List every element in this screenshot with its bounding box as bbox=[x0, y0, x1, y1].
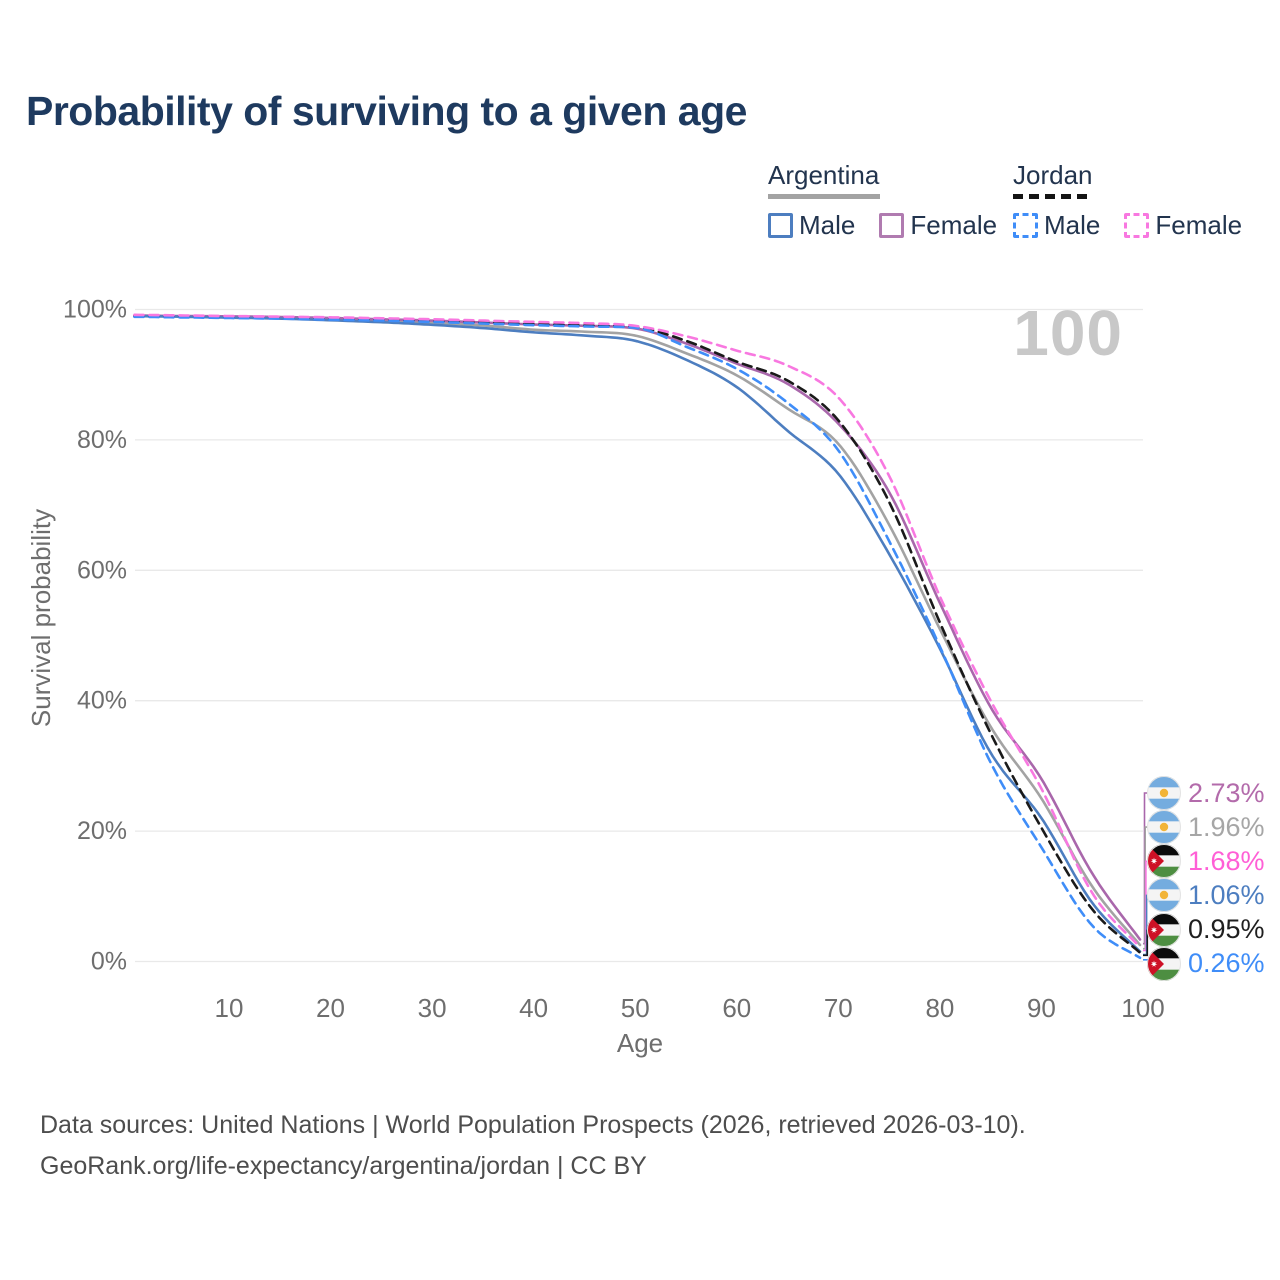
argentina-flag-icon bbox=[1147, 810, 1181, 844]
y-axis-title: Survival probability bbox=[26, 509, 56, 727]
legend-underline-jordan bbox=[1013, 194, 1093, 199]
x-tick-label: 90 bbox=[1027, 993, 1056, 1023]
end-label-value: 1.68% bbox=[1188, 845, 1265, 876]
legend-item-jordan-male[interactable]: Male bbox=[1013, 210, 1100, 241]
end-label-row: 2.73% bbox=[1147, 776, 1265, 810]
legend-item-label: Male bbox=[1044, 210, 1101, 240]
series-line-argentina-female[interactable] bbox=[133, 314, 1142, 941]
series-line-jordan-female[interactable] bbox=[133, 313, 1142, 949]
x-tick-label: 100 bbox=[1121, 993, 1164, 1023]
legend-group-jordan: Jordan Male Female bbox=[1013, 160, 1242, 241]
y-tick-label: 80% bbox=[77, 426, 127, 454]
legend-country-argentina[interactable]: Argentina bbox=[768, 160, 880, 190]
legend-item-argentina-male[interactable]: Male bbox=[768, 210, 855, 241]
end-label-value: 2.73% bbox=[1188, 777, 1265, 808]
checkbox-argentina-male-icon[interactable] bbox=[768, 213, 793, 238]
end-label-row: 0.95% bbox=[1147, 913, 1265, 947]
end-label-value: 1.06% bbox=[1188, 879, 1265, 910]
argentina-flag-icon bbox=[1147, 776, 1181, 810]
x-tick-label: 60 bbox=[722, 993, 751, 1023]
x-axis-title: Age bbox=[617, 1028, 663, 1058]
legend-item-argentina-female[interactable]: Female bbox=[879, 210, 997, 241]
series-line-jordan-both-sexes[interactable] bbox=[133, 314, 1142, 954]
checkbox-jordan-female-icon[interactable] bbox=[1124, 213, 1150, 238]
end-label-value: 1.96% bbox=[1188, 811, 1265, 842]
x-tick-label: 70 bbox=[824, 993, 853, 1023]
x-tick-label: 50 bbox=[621, 993, 650, 1023]
legend-item-label: Female bbox=[1155, 210, 1243, 240]
footer-url-line: GeoRank.org/life-expectancy/argentina/jo… bbox=[40, 1152, 647, 1180]
y-tick-label: 100% bbox=[63, 296, 127, 324]
checkbox-jordan-male-icon[interactable] bbox=[1013, 213, 1038, 238]
legend-item-label: Male bbox=[799, 210, 856, 240]
legend-underline-argentina bbox=[768, 194, 880, 199]
legend-group-argentina: Argentina Male Female bbox=[768, 160, 997, 241]
end-label-row: 1.06% bbox=[1147, 878, 1265, 912]
jordan-flag-icon bbox=[1147, 844, 1181, 878]
series-line-jordan-male[interactable] bbox=[133, 315, 1142, 960]
jordan-flag-icon bbox=[1147, 913, 1181, 947]
chart-title: Probability of surviving to a given age bbox=[26, 88, 747, 134]
end-label-row: 1.96% bbox=[1147, 810, 1265, 844]
legend-item-jordan-female[interactable]: Female bbox=[1124, 210, 1242, 241]
argentina-flag-icon bbox=[1147, 878, 1181, 912]
jordan-flag-icon bbox=[1147, 947, 1181, 981]
end-label-value: 0.95% bbox=[1188, 914, 1265, 945]
x-tick-label: 30 bbox=[418, 993, 447, 1023]
y-tick-label: 40% bbox=[77, 687, 127, 715]
end-label-row: 0.26% bbox=[1147, 947, 1265, 981]
y-tick-label: 60% bbox=[77, 556, 127, 584]
x-tick-label: 20 bbox=[316, 993, 345, 1023]
legend-item-label: Female bbox=[910, 210, 998, 240]
x-tick-label: 10 bbox=[215, 993, 244, 1023]
end-label-value: 0.26% bbox=[1188, 948, 1265, 979]
y-tick-label: 0% bbox=[91, 948, 127, 976]
x-tick-label: 40 bbox=[519, 993, 548, 1023]
series-line-argentina-both-sexes[interactable] bbox=[133, 314, 1142, 947]
footer-source-line: Data sources: United Nations | World Pop… bbox=[40, 1111, 1026, 1139]
footer: Data sources: United Nations | World Pop… bbox=[40, 1105, 1026, 1187]
legend-country-jordan[interactable]: Jordan bbox=[1013, 160, 1093, 190]
series-line-argentina-male[interactable] bbox=[133, 314, 1142, 953]
hovered-age-watermark: 100 bbox=[1013, 297, 1123, 369]
x-tick-label: 80 bbox=[925, 993, 954, 1023]
checkbox-argentina-female-icon[interactable] bbox=[879, 213, 905, 238]
y-tick-label: 20% bbox=[77, 817, 127, 845]
end-label-row: 1.68% bbox=[1147, 844, 1265, 878]
